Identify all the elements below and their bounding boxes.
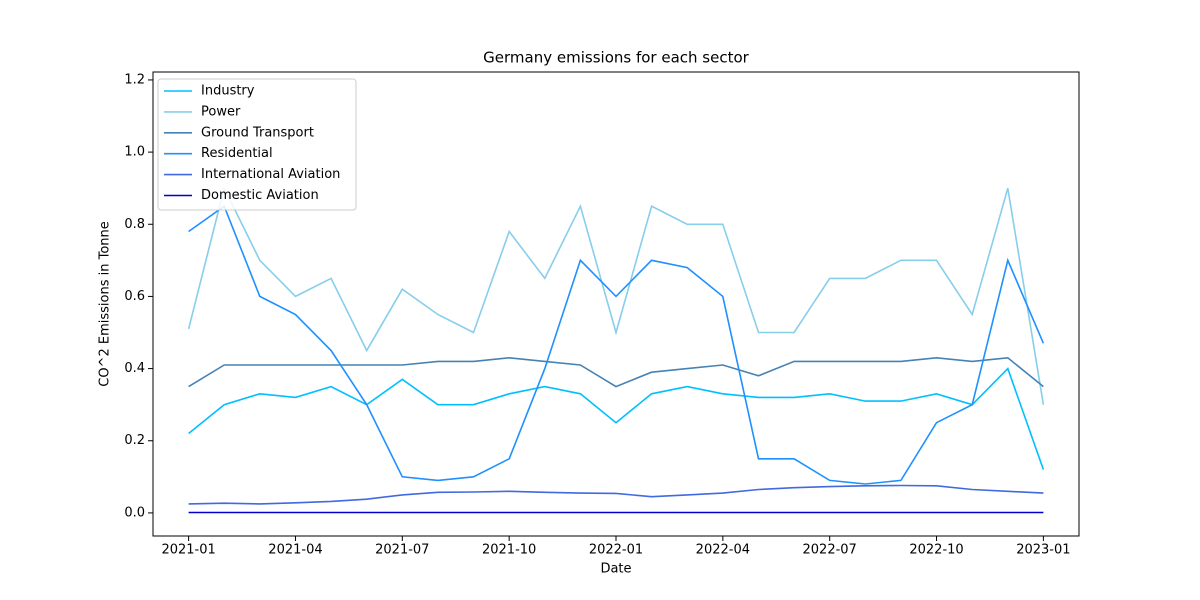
legend: Industry Power Ground Transport Residential… (157, 78, 357, 211)
x-axis-label: Date (600, 562, 631, 577)
y-tick-label: 0.0 (124, 505, 145, 520)
x-tick-label: 2022-01 (589, 543, 643, 558)
x-tick-label: 2022-10 (909, 543, 963, 558)
legend-label: Power (201, 104, 241, 119)
y-tick-label: 1.0 (124, 145, 145, 160)
series-line (188, 367, 1045, 470)
x-tick-label: 2021-10 (482, 543, 536, 558)
legend-label: Domestic Aviation (201, 188, 319, 203)
x-tick-label: 2022-07 (803, 543, 857, 558)
y-tick-label: 0.4 (124, 361, 145, 376)
chart-title: Germany emissions for each sector (483, 49, 749, 67)
legend-label: Industry (201, 84, 255, 99)
x-tick-label: 2021-01 (161, 543, 215, 558)
legend-box (157, 78, 357, 211)
series-line (188, 204, 1045, 485)
legend-label: Ground Transport (201, 125, 314, 140)
y-axis-label: CO^2 Emissions in Tonne (98, 221, 113, 387)
y-tick-label: 0.2 (124, 433, 145, 448)
series-line (188, 484, 1044, 505)
legend-label: Residential (201, 146, 273, 161)
y-tick-label: 1.2 (124, 72, 145, 87)
y-tick-label: 0.6 (124, 289, 145, 304)
x-tick-label: 2021-04 (268, 543, 322, 558)
x-tick-label: 2023-01 (1016, 543, 1070, 558)
legend-label: International Aviation (201, 167, 340, 182)
y-tick-label: 0.8 (124, 217, 145, 232)
plot-frame (152, 71, 1080, 537)
series-line (188, 356, 1044, 388)
x-tick-label: 2022-04 (696, 543, 750, 558)
x-tick-label: 2021-07 (375, 543, 429, 558)
series-line (187, 185, 1045, 405)
